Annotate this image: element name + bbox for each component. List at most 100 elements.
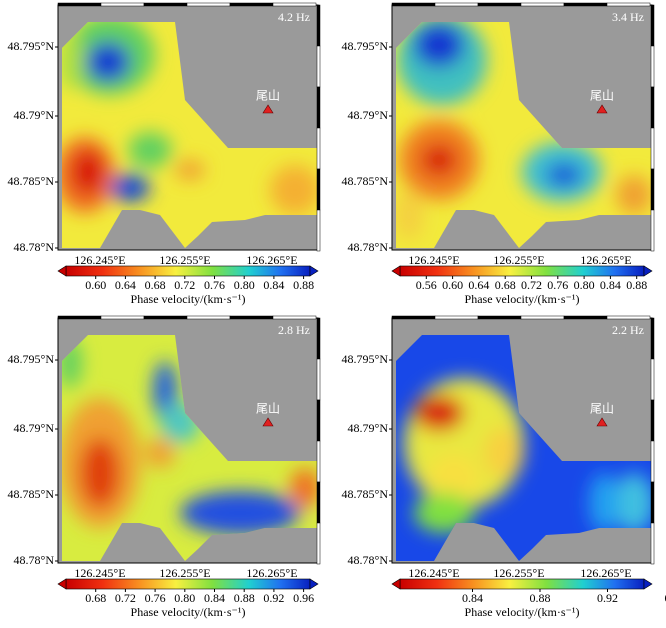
- frame-scale: [650, 209, 655, 252]
- field-blob: [175, 160, 205, 180]
- frame-scale: [650, 4, 655, 47]
- frame-scale: [316, 4, 321, 47]
- frame-scale: [186, 315, 231, 320]
- frame-scale: [229, 315, 274, 320]
- field-blob: [145, 438, 175, 468]
- field-blob: [270, 165, 318, 215]
- field-blob: [429, 453, 479, 503]
- colorbar-tick-label: 0.96: [293, 591, 314, 605]
- y-tick-label: 48.79°N: [348, 421, 389, 435]
- y-tick-label: 48.795°N: [342, 352, 389, 366]
- colorbar-tick-label: 0.72: [521, 278, 542, 292]
- frame-scale: [316, 440, 321, 483]
- colorbar-tick-label: 0.84: [462, 591, 483, 605]
- field-blob: [396, 190, 424, 240]
- frame-scale: [434, 315, 479, 320]
- y-tick-label: 48.79°N: [14, 421, 55, 435]
- frame-scale: [606, 2, 651, 7]
- colorbar-tick-label: 0.68: [85, 591, 106, 605]
- frame-scale: [520, 2, 565, 7]
- y-tick-label: 48.78°N: [348, 553, 389, 567]
- y-tick-label: 48.78°N: [14, 553, 55, 567]
- field-blob: [414, 493, 474, 533]
- field-blob: [290, 468, 318, 508]
- colorbar-end: [391, 265, 401, 277]
- x-tick-label: 126.265°E: [246, 566, 297, 580]
- field-blob: [72, 150, 104, 194]
- frame-scale: [477, 2, 522, 7]
- frame-scale: [316, 317, 321, 360]
- colorbar-tick-label: 0.88: [293, 278, 314, 292]
- colorbar-label: Phase velocity/(km·s⁻¹): [131, 605, 246, 619]
- frame-scale: [316, 358, 321, 401]
- frame-scale: [477, 315, 522, 320]
- frame-scale: [316, 86, 321, 129]
- colorbar-tick-label: 0.92: [263, 591, 284, 605]
- x-tick-label: 126.255°E: [159, 566, 210, 580]
- place-label: 尾山: [256, 89, 280, 103]
- colorbar-tick-label: 0.84: [600, 278, 621, 292]
- station-marker: [262, 417, 274, 427]
- y-tick-label: 48.785°N: [342, 174, 389, 188]
- x-tick-label: 126.265°E: [246, 253, 297, 267]
- frame-scale: [316, 45, 321, 88]
- frame-scale: [229, 2, 274, 7]
- colorbar-end: [57, 265, 67, 277]
- frame-scale: [606, 315, 651, 320]
- y-tick-label: 48.785°N: [8, 174, 55, 188]
- colorbar-tick-label: 0.64: [468, 278, 489, 292]
- colorbar-label: Phase velocity/(km·s⁻¹): [131, 292, 246, 306]
- colorbar-end: [643, 578, 653, 590]
- field-blob: [614, 473, 652, 533]
- station-marker: [262, 104, 274, 114]
- colorbar-tick-label: 0.60: [85, 278, 106, 292]
- frame-scale: [272, 2, 317, 7]
- station-marker: [596, 417, 608, 427]
- colorbar-tick-label: 0.72: [115, 591, 136, 605]
- frame-scale: [100, 2, 145, 7]
- frame-scale: [316, 209, 321, 252]
- frame-scale: [143, 315, 188, 320]
- colorbar-tick-label: 0.80: [574, 278, 595, 292]
- place-label: 尾山: [256, 402, 280, 416]
- y-tick-label: 48.795°N: [8, 352, 55, 366]
- colorbar-tick-label: 0.88: [234, 591, 255, 605]
- frame-scale: [563, 315, 608, 320]
- field-blob: [484, 428, 524, 478]
- frame-scale: [57, 2, 102, 7]
- colorbar-tick-label: 0.92: [597, 591, 618, 605]
- colorbar-label: Phase velocity/(km·s⁻¹): [465, 605, 580, 619]
- frame-scale: [272, 315, 317, 320]
- field-blob: [616, 175, 652, 215]
- colorbar-end: [309, 578, 319, 590]
- colorbar-end: [391, 578, 401, 590]
- frequency-label: 4.2 Hz: [278, 10, 310, 24]
- colorbar-end: [309, 265, 319, 277]
- y-tick-label: 48.79°N: [14, 108, 55, 122]
- colorbar-tick-label: 0.96: [665, 591, 666, 605]
- frame-scale: [650, 317, 655, 360]
- colorbar-end: [643, 265, 653, 277]
- colorbar-tick-label: 0.88: [626, 278, 647, 292]
- field-blob: [546, 163, 582, 187]
- frame-scale: [650, 481, 655, 524]
- field-blobs: [62, 338, 318, 535]
- field-blob: [110, 174, 150, 202]
- colorbar-tick-label: 0.84: [263, 278, 284, 292]
- colorbar-tick-label: 0.88: [530, 591, 551, 605]
- y-tick-label: 48.78°N: [348, 240, 389, 254]
- frame-scale: [316, 168, 321, 211]
- frame-scale: [563, 2, 608, 7]
- field-blob: [180, 491, 300, 535]
- x-tick-label: 126.245°E: [408, 566, 459, 580]
- frame-scale: [316, 399, 321, 442]
- y-tick-label: 48.795°N: [342, 39, 389, 53]
- x-tick-label: 126.245°E: [74, 253, 125, 267]
- frame-scale: [650, 399, 655, 442]
- colorbar-tick-label: 0.68: [495, 278, 516, 292]
- frequency-label: 2.2 Hz: [612, 323, 644, 337]
- x-tick-label: 126.255°E: [493, 566, 544, 580]
- colorbar-tick-label: 0.76: [547, 278, 568, 292]
- panel: 4.2 Hz 尾山 48.795°N 48.79°N 48.785°N 48.78°N 12…: [8, 2, 321, 306]
